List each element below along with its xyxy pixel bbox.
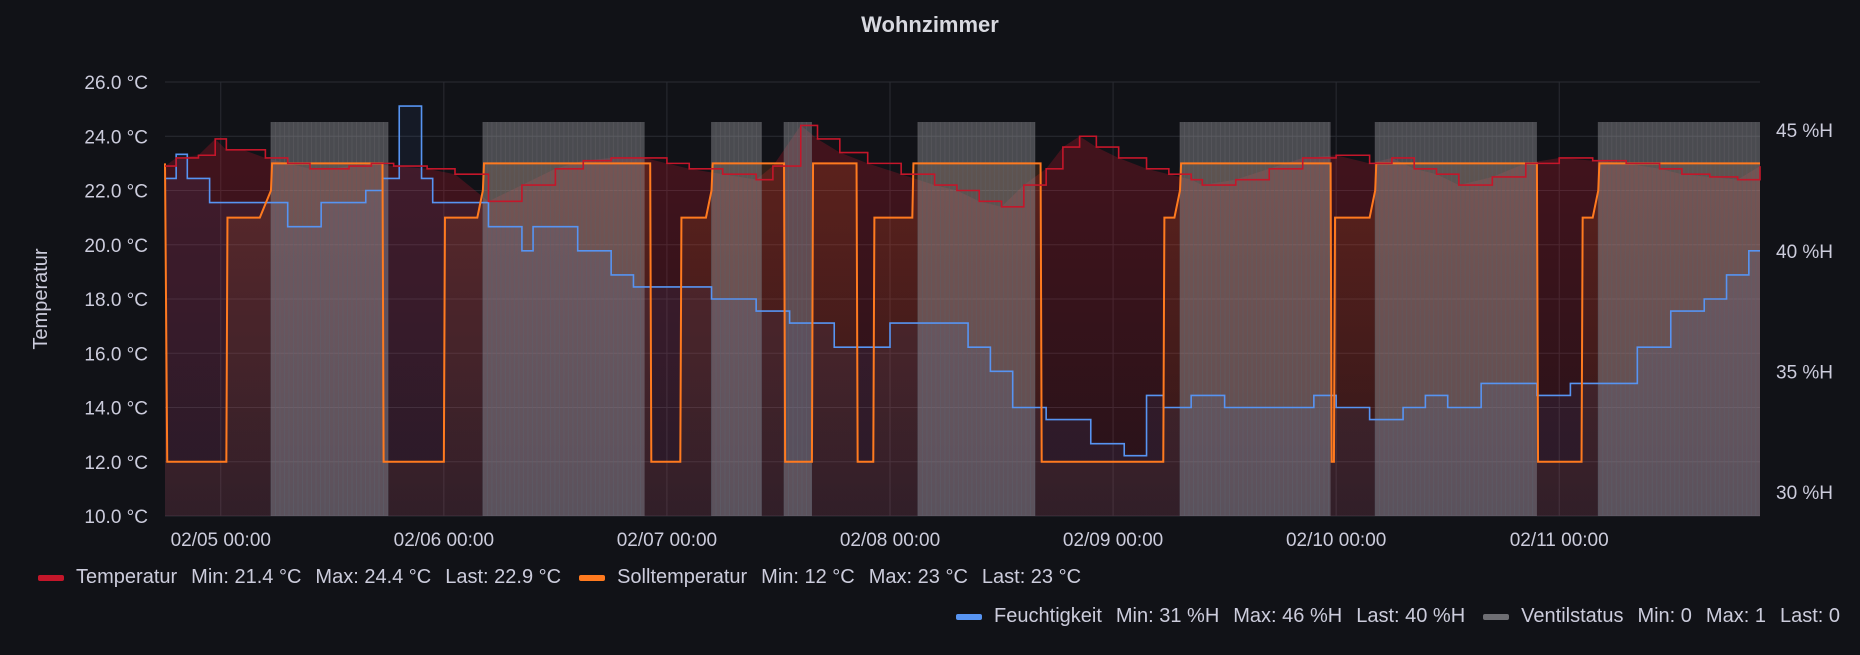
legend-label-ventilstatus: Ventilstatus [1521,605,1624,627]
x-tick-label: 02/06 00:00 [394,530,494,551]
legend-max-feuchtigkeit: Max: 46 %H [1233,605,1343,627]
legend-item-solltemperatur[interactable]: Solltemperatur Min: 12 °C Max: 23 °C Las… [579,566,1081,589]
y-left-tick-label: 12.0 °C [84,453,148,474]
y-left-tick-label: 22.0 °C [84,182,148,203]
x-tick-label: 02/08 00:00 [840,530,940,551]
y-left-tick-label: 10.0 °C [84,507,148,528]
x-tick-label: 02/10 00:00 [1286,530,1386,551]
legend-last-temperatur: Last: 22.9 °C [445,566,562,588]
legend-max-temperatur: Max: 24.4 °C [315,566,432,588]
y-right-tick-label: 45 %H [1776,121,1833,142]
y-left-tick-label: 24.0 °C [84,127,148,148]
y-right-tick-label: 40 %H [1776,242,1833,263]
legend-swatch-solltemperatur [579,574,606,581]
panel-title[interactable]: Wohnzimmer [861,12,999,37]
series-line-temperatur [165,124,1761,208]
legend-min-temperatur: Min: 21.4 °C [191,566,302,588]
legend-swatch-feuchtigkeit [956,613,983,620]
y-left-tick-label: 16.0 °C [84,344,148,365]
y-left-tick-label: 20.0 °C [84,236,148,257]
legend-max-ventilstatus: Max: 1 [1705,605,1766,627]
legend-label-solltemperatur: Solltemperatur [617,566,748,588]
legend-row-1: Temperatur Min: 21.4 °C Max: 24.4 °C Las… [38,566,1099,589]
legend-item-ventilstatus[interactable]: Ventilstatus Min: 0 Max: 1 Last: 0 [1483,605,1840,628]
legend-min-solltemperatur: Min: 12 °C [761,566,855,588]
legend-row-2: Feuchtigkeit Min: 31 %H Max: 46 %H Last:… [956,605,1840,628]
legend-item-temperatur[interactable]: Temperatur Min: 21.4 °C Max: 24.4 °C Las… [38,566,561,589]
legend-label-temperatur: Temperatur [76,566,178,588]
ventilstatus-on-block [711,122,762,516]
series-line-solltemperatur [164,162,1760,463]
legend-last-feuchtigkeit: Last: 40 %H [1356,605,1466,627]
legend-min-ventilstatus: Min: 0 [1637,605,1692,627]
y-right-tick-label: 35 %H [1776,362,1833,383]
ventilstatus-on-block [1180,122,1331,516]
y-left-tick-label: 14.0 °C [84,399,148,420]
legend-swatch-ventilstatus [1483,613,1510,620]
y-left-tick-label: 18.0 °C [84,290,148,311]
x-tick-label: 02/05 00:00 [171,530,271,551]
x-tick-label: 02/07 00:00 [617,530,717,551]
legend-item-feuchtigkeit[interactable]: Feuchtigkeit Min: 31 %H Max: 46 %H Last:… [956,605,1465,628]
legend-last-solltemperatur: Last: 23 °C [981,566,1082,588]
y-left-tick-label: 26.0 °C [84,73,148,94]
y-axis-label-left: Temperatur [30,248,52,349]
series-line-feuchtigkeit [165,105,1760,457]
legend-swatch-temperatur [38,574,64,581]
legend-min-feuchtigkeit: Min: 31 %H [1115,605,1220,627]
x-tick-label: 02/09 00:00 [1063,530,1163,551]
legend-label-feuchtigkeit: Feuchtigkeit [994,605,1102,627]
legend-max-solltemperatur: Max: 23 °C [868,566,968,588]
series-fill-feuchtigkeit [165,106,1760,516]
legend-last-ventilstatus: Last: 0 [1779,605,1840,627]
y-right-tick-label: 30 %H [1776,483,1833,504]
x-tick-label: 02/11 00:00 [1510,530,1609,551]
